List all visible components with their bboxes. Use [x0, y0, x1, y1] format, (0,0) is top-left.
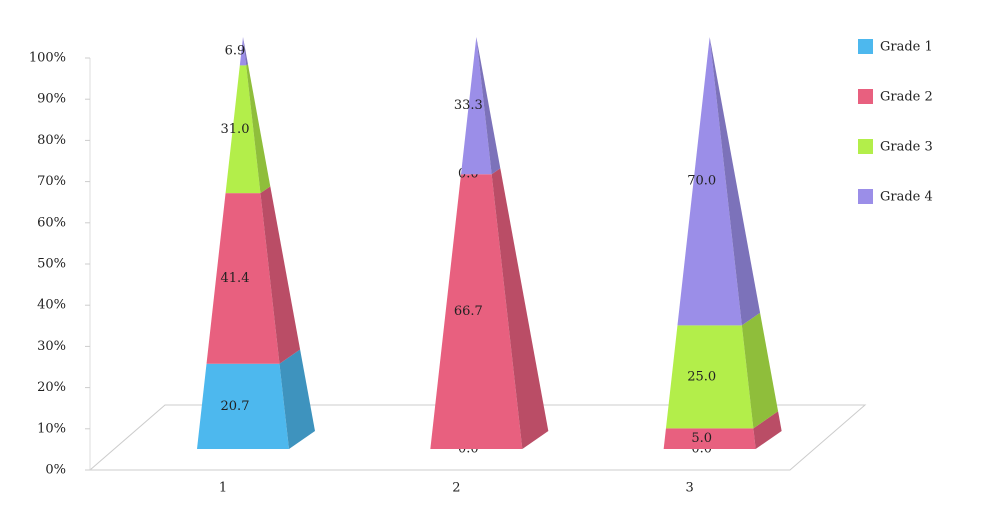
- pyramid-segment: [677, 37, 761, 326]
- segment-side: [709, 37, 761, 326]
- y-tick-label: 30%: [37, 339, 66, 354]
- value-label: 31.0: [221, 122, 250, 137]
- segment-front: [665, 325, 754, 429]
- legend-swatch: [858, 39, 873, 54]
- segment-side: [246, 64, 271, 194]
- y-tick-label: 20%: [37, 380, 66, 395]
- value-label: 66.7: [454, 304, 483, 319]
- legend-label: Grade 3: [880, 140, 933, 155]
- segment-side: [741, 312, 779, 429]
- y-tick-label: 70%: [37, 174, 66, 189]
- value-label: 41.4: [221, 271, 250, 286]
- legend-swatch: [858, 89, 873, 104]
- value-label: 6.9: [225, 44, 246, 59]
- segment-front: [663, 428, 756, 449]
- legend-label: Grade 2: [880, 90, 933, 105]
- segment-side: [243, 37, 248, 66]
- legend-label: Grade 4: [880, 190, 933, 205]
- segment-front: [225, 65, 261, 194]
- segment-front: [677, 37, 742, 326]
- segment-side: [753, 411, 782, 449]
- value-label: 20.7: [221, 399, 250, 414]
- segment-front: [239, 37, 247, 66]
- x-tick-label: 3: [686, 481, 694, 496]
- y-tick-label: 80%: [37, 133, 66, 148]
- legend-swatch: [858, 139, 873, 154]
- pyramid-segment: [665, 312, 779, 429]
- pyramid-segment: [239, 37, 248, 66]
- y-tick-label: 60%: [37, 215, 66, 230]
- y-tick-label: 50%: [37, 257, 66, 272]
- floor: [88, 404, 867, 471]
- pyramid-segment: [461, 37, 501, 175]
- legend-swatch: [858, 189, 873, 204]
- segment-side: [476, 37, 501, 175]
- y-tick-label: 40%: [37, 298, 66, 313]
- segment-front: [461, 37, 492, 175]
- pyramid-segment: [430, 168, 549, 450]
- x-tick-label: 1: [219, 481, 227, 496]
- pyramid-segment: [206, 186, 301, 364]
- value-label: 70.0: [687, 174, 716, 189]
- y-tick-label: 0%: [45, 463, 66, 478]
- y-tick-label: 10%: [37, 421, 66, 436]
- y-tick-label: 90%: [37, 92, 66, 107]
- segment-side: [491, 168, 549, 449]
- segment-front: [430, 174, 523, 450]
- pyramid-segment: [225, 64, 271, 194]
- legend-label: Grade 1: [880, 40, 933, 55]
- value-label: 5.0: [691, 431, 712, 446]
- value-label: 33.3: [454, 98, 483, 113]
- segment-side: [279, 349, 315, 449]
- pyramid-segment: [197, 349, 315, 449]
- pyramid-segment: [663, 411, 782, 449]
- segment-front: [206, 193, 280, 364]
- y-tick-label: 100%: [29, 51, 66, 66]
- value-label: 25.0: [687, 369, 716, 384]
- segment-front: [197, 363, 289, 449]
- x-tick-label: 2: [452, 481, 460, 496]
- segment-side: [260, 186, 301, 364]
